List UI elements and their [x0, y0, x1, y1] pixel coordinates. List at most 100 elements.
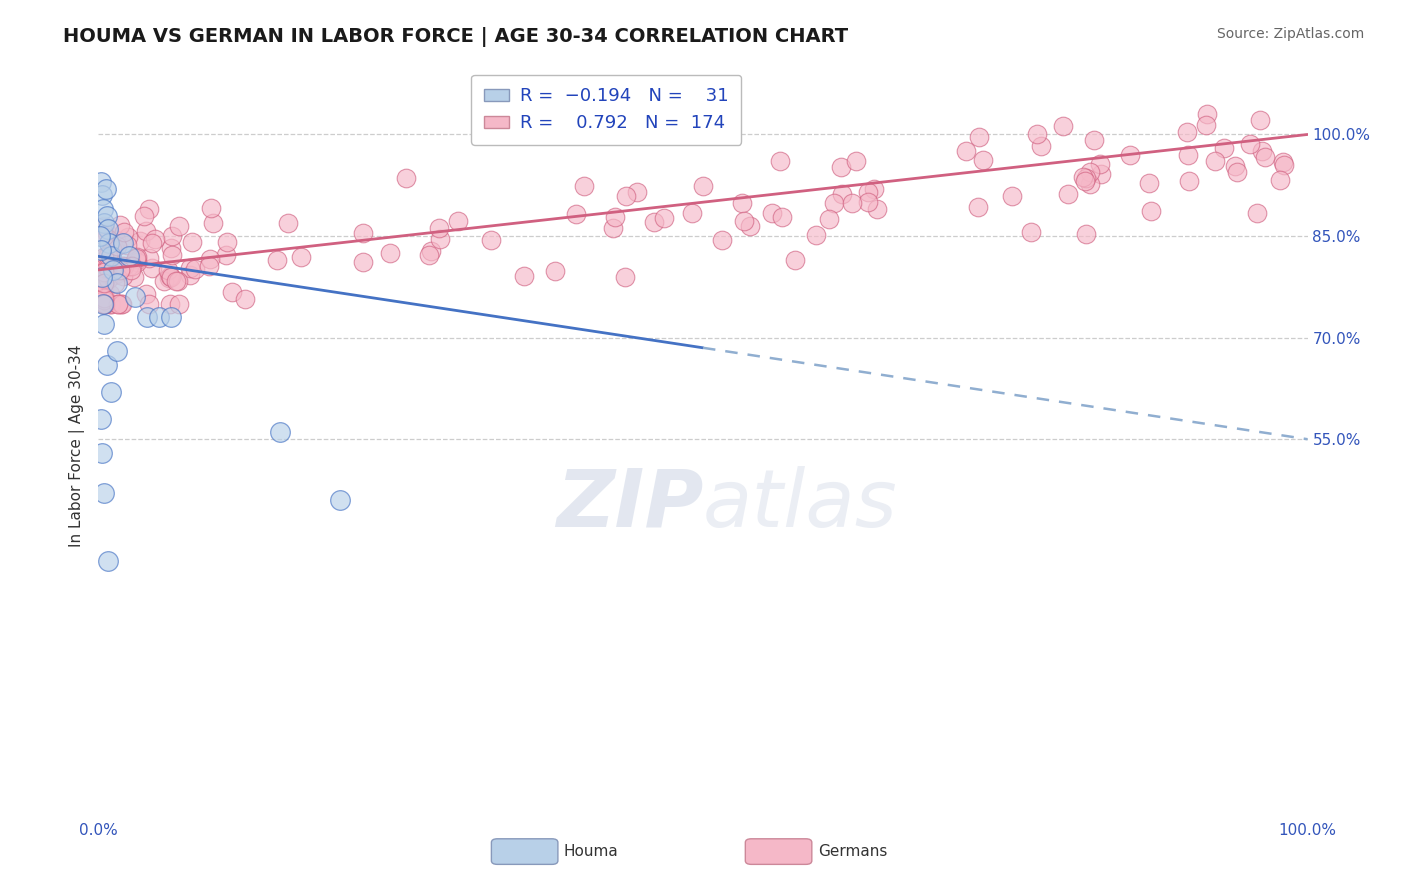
Point — [160, 310, 183, 325]
Point — [565, 207, 588, 221]
Point — [93, 260, 115, 275]
Point — [1177, 147, 1199, 161]
Point — [107, 239, 129, 253]
Point — [1212, 141, 1234, 155]
Point — [96, 267, 118, 281]
Point — [160, 241, 183, 255]
Point — [180, 235, 202, 250]
Point — [98, 286, 121, 301]
Point — [614, 189, 637, 203]
Point — [626, 186, 648, 200]
Point — [972, 153, 994, 167]
Point — [91, 297, 114, 311]
Point — [111, 259, 134, 273]
Point — [1078, 165, 1101, 179]
Point — [93, 282, 115, 296]
Point — [159, 297, 181, 311]
Point — [148, 310, 170, 325]
Point — [120, 263, 142, 277]
Point — [153, 274, 176, 288]
Point — [1175, 125, 1198, 139]
Point — [159, 270, 181, 285]
Point — [167, 297, 190, 311]
Point — [1137, 176, 1160, 190]
Point — [1246, 206, 1268, 220]
Point — [1270, 173, 1292, 187]
Point — [761, 206, 783, 220]
Point — [277, 216, 299, 230]
Point — [1026, 127, 1049, 141]
Point — [103, 242, 125, 256]
Point — [90, 412, 112, 426]
Point — [135, 287, 157, 301]
Text: Houma: Houma — [564, 844, 619, 859]
Point — [111, 269, 134, 284]
Point — [93, 228, 115, 243]
Point — [122, 270, 145, 285]
Point — [105, 344, 128, 359]
Point — [395, 170, 418, 185]
Point — [97, 248, 120, 262]
Point — [91, 446, 114, 460]
Point — [96, 260, 118, 274]
Point — [100, 384, 122, 399]
Point — [110, 297, 132, 311]
Point — [110, 297, 132, 311]
Point — [179, 268, 201, 282]
Point — [105, 277, 128, 291]
Point — [429, 232, 451, 246]
Point — [184, 261, 207, 276]
Point — [179, 261, 201, 276]
Point — [121, 260, 143, 274]
Point — [544, 263, 567, 277]
Point — [1074, 171, 1097, 186]
Point — [138, 251, 160, 265]
Point — [866, 202, 889, 217]
Point — [329, 493, 352, 508]
Point — [804, 228, 827, 243]
Point — [613, 269, 636, 284]
Point — [217, 235, 239, 249]
Point — [96, 209, 118, 223]
Point — [107, 266, 129, 280]
Point — [233, 292, 256, 306]
Point — [108, 218, 131, 232]
Point — [1249, 113, 1271, 128]
Point — [738, 219, 761, 233]
Point — [1076, 227, 1098, 241]
Point — [352, 255, 374, 269]
Point — [830, 160, 852, 174]
Point — [127, 255, 149, 269]
Point — [93, 272, 115, 286]
Text: Source: ZipAtlas.com: Source: ZipAtlas.com — [1216, 27, 1364, 41]
Point — [93, 293, 115, 308]
Point — [221, 285, 243, 299]
Point — [785, 253, 807, 268]
Point — [98, 255, 121, 269]
Point — [198, 260, 221, 274]
Point — [129, 234, 152, 248]
Point — [1250, 145, 1272, 159]
Point — [167, 219, 190, 233]
Point — [1073, 169, 1095, 184]
Point — [112, 225, 135, 239]
Point — [141, 235, 163, 250]
Point — [91, 202, 114, 216]
Point — [101, 263, 124, 277]
Point — [93, 219, 115, 233]
Point — [157, 271, 180, 285]
Point — [711, 233, 734, 247]
Point — [100, 242, 122, 256]
Point — [479, 233, 502, 247]
Point — [513, 268, 536, 283]
Point — [1078, 177, 1101, 191]
Text: HOUMA VS GERMAN IN LABOR FORCE | AGE 30-34 CORRELATION CHART: HOUMA VS GERMAN IN LABOR FORCE | AGE 30-… — [63, 27, 848, 46]
Point — [967, 200, 990, 214]
Text: atlas: atlas — [703, 466, 898, 543]
Point — [269, 425, 291, 440]
Point — [93, 486, 115, 500]
Point — [572, 179, 595, 194]
Point — [1090, 167, 1112, 181]
Point — [118, 259, 141, 273]
Point — [91, 188, 114, 202]
